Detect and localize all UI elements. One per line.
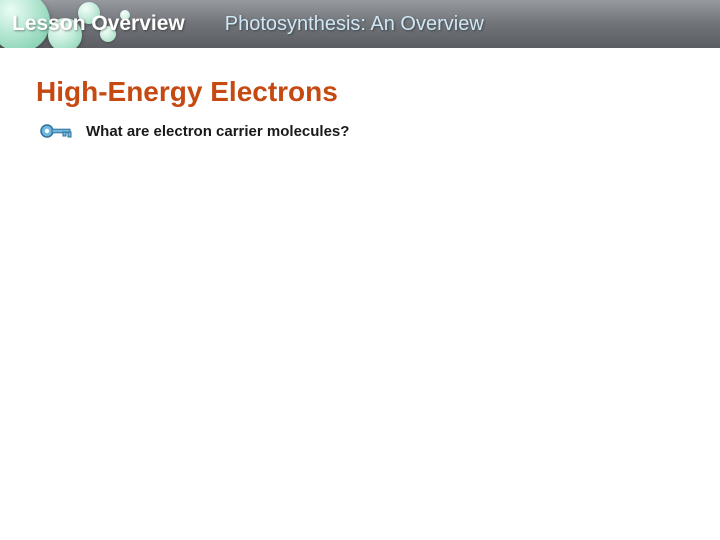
key-icon [40, 122, 74, 140]
lesson-overview-label: Lesson Overview [12, 12, 185, 36]
topic-title: Photosynthesis: An Overview [225, 13, 484, 36]
question-row: What are electron carrier molecules? [40, 122, 684, 140]
slide-content: High-Energy Electrons What are electron … [0, 48, 720, 140]
question-text: What are electron carrier molecules? [86, 123, 349, 140]
slide-header: Lesson Overview Photosynthesis: An Overv… [0, 0, 720, 48]
section-heading: High-Energy Electrons [36, 76, 684, 108]
